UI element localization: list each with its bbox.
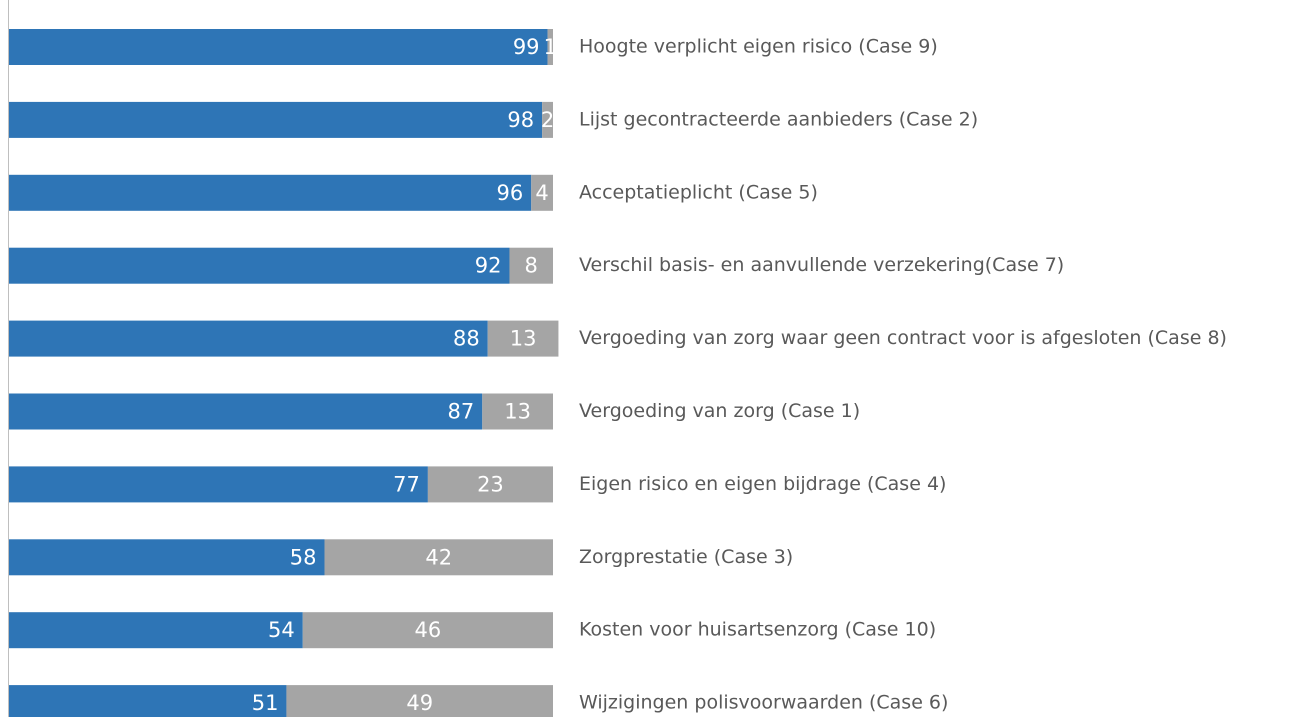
data-label: 51	[252, 691, 279, 715]
data-label: 13	[510, 327, 537, 351]
data-label: 96	[497, 181, 524, 205]
bar-segment	[482, 393, 553, 430]
bar-segment	[9, 393, 483, 430]
category-label: Zorgprestatie (Case 3)	[579, 546, 793, 568]
bar-segment	[9, 685, 287, 717]
data-label: 4	[535, 181, 548, 205]
bar-segment	[286, 685, 553, 717]
bar-segment	[509, 247, 553, 284]
data-label: 58	[290, 545, 317, 569]
data-label: 54	[268, 618, 295, 642]
bar-segment	[9, 174, 532, 211]
bar-segment	[9, 466, 428, 503]
data-label: 77	[393, 472, 420, 496]
bar-segment	[487, 320, 559, 357]
category-label: Wijzigingen polisvoorwaarden (Case 6)	[579, 692, 948, 714]
category-label: Hoogte verplicht eigen risico (Case 9)	[579, 36, 938, 58]
bar-segment	[324, 539, 553, 576]
category-label: Eigen risico en eigen bijdrage (Case 4)	[579, 473, 946, 495]
data-label: 99	[513, 35, 540, 59]
data-label: 98	[507, 108, 534, 132]
bar-segment	[427, 466, 553, 503]
data-label: 87	[448, 400, 475, 424]
category-label: Vergoeding van zorg waar geen contract v…	[579, 327, 1227, 349]
bar-segment	[547, 29, 553, 65]
data-label: 23	[477, 472, 504, 496]
data-label: 46	[415, 618, 442, 642]
data-label: 92	[475, 254, 502, 278]
category-label: Kosten voor huisartsenzorg (Case 10)	[579, 619, 936, 641]
bar-segment	[9, 539, 325, 576]
bar-segment	[302, 612, 553, 649]
data-label: 13	[504, 400, 531, 424]
bar-segment	[9, 101, 543, 138]
category-label: Vergoeding van zorg (Case 1)	[579, 400, 860, 422]
bar-segment	[9, 612, 303, 649]
data-label: 88	[453, 327, 480, 351]
bar-segment	[9, 29, 548, 65]
data-label: 42	[425, 545, 452, 569]
data-label: 49	[406, 691, 433, 715]
data-label: 1	[544, 35, 557, 59]
data-label: 2	[541, 108, 554, 132]
category-label: Verschil basis- en aanvullende verzekeri…	[579, 254, 1064, 276]
bar-segment	[9, 247, 510, 284]
bar-segment	[9, 320, 488, 357]
data-label: 8	[525, 254, 538, 278]
bar-segment	[531, 174, 553, 211]
bar-segment	[542, 101, 553, 138]
category-label: Acceptatieplicht (Case 5)	[579, 181, 818, 203]
category-label: Lijst gecontracteerde aanbieders (Case 2…	[579, 108, 978, 130]
